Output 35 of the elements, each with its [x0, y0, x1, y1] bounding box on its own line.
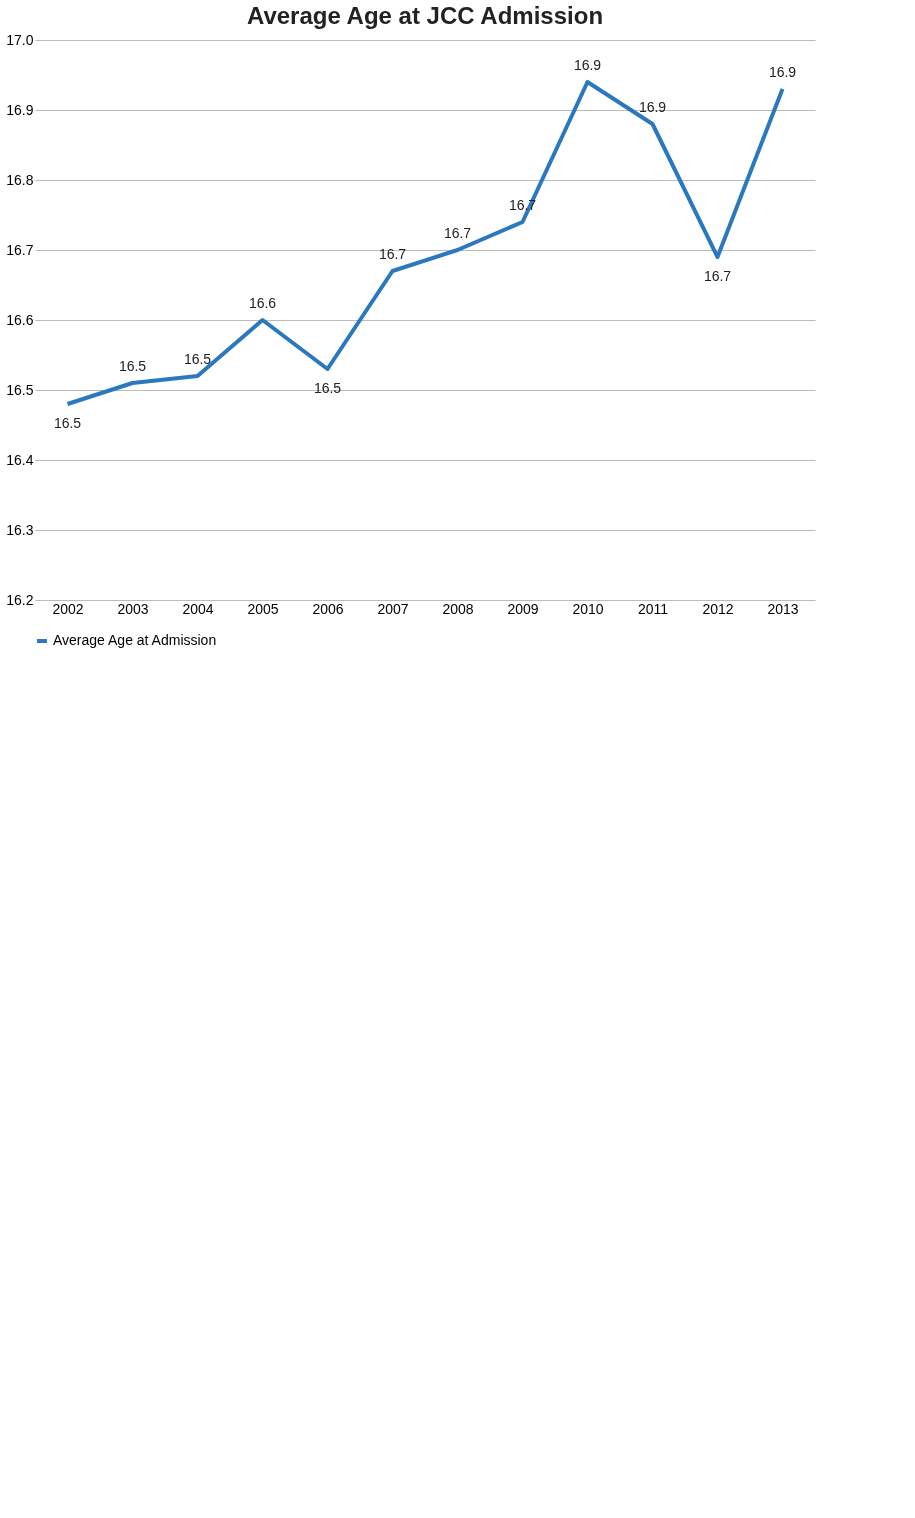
- y-tick-label: 17.0: [6, 31, 34, 48]
- x-tick-label: 2007: [377, 600, 409, 617]
- y-tick-label: 16.8: [6, 171, 34, 188]
- data-label: 16.7: [378, 246, 407, 262]
- data-label: 16.7: [443, 225, 472, 241]
- data-label: 16.5: [53, 415, 82, 431]
- x-tick-label: 2008: [442, 600, 474, 617]
- y-tick-label: 16.7: [6, 241, 34, 258]
- x-tick-label: 2004: [182, 600, 214, 617]
- y-tick-label: 16.2: [6, 591, 34, 608]
- x-tick-label: 2005: [247, 600, 279, 617]
- line-series: [65, 80, 785, 406]
- data-label: 16.7: [703, 268, 732, 284]
- y-tick-label: 16.9: [6, 101, 34, 118]
- chart-title: Average Age at JCC Admission: [246, 2, 604, 29]
- data-label: 16.9: [768, 64, 797, 80]
- x-tick-label: 2009: [507, 600, 539, 617]
- data-label: 16.5: [118, 358, 147, 374]
- x-tick-label: 2013: [767, 600, 799, 617]
- y-tick-label: 16.4: [6, 451, 34, 468]
- y-tick-label: 16.3: [6, 521, 34, 538]
- data-label: 16.9: [573, 57, 602, 73]
- x-tick-label: 2012: [702, 600, 734, 617]
- data-label: 16.5: [313, 380, 342, 396]
- x-tick-label: 2003: [117, 600, 149, 617]
- x-tick-label: 2011: [637, 600, 669, 617]
- x-tick-label: 2002: [52, 600, 84, 617]
- data-label: 16.5: [183, 351, 212, 367]
- legend-label: Average Age at Admission: [53, 632, 217, 648]
- y-tick-label: 16.5: [6, 381, 34, 398]
- data-label: 16.6: [248, 295, 277, 311]
- y-tick-label: 16.6: [6, 311, 34, 328]
- x-tick-label: 2006: [312, 600, 344, 617]
- x-tick-label: 2010: [572, 600, 604, 617]
- data-label: 16.9: [638, 99, 667, 115]
